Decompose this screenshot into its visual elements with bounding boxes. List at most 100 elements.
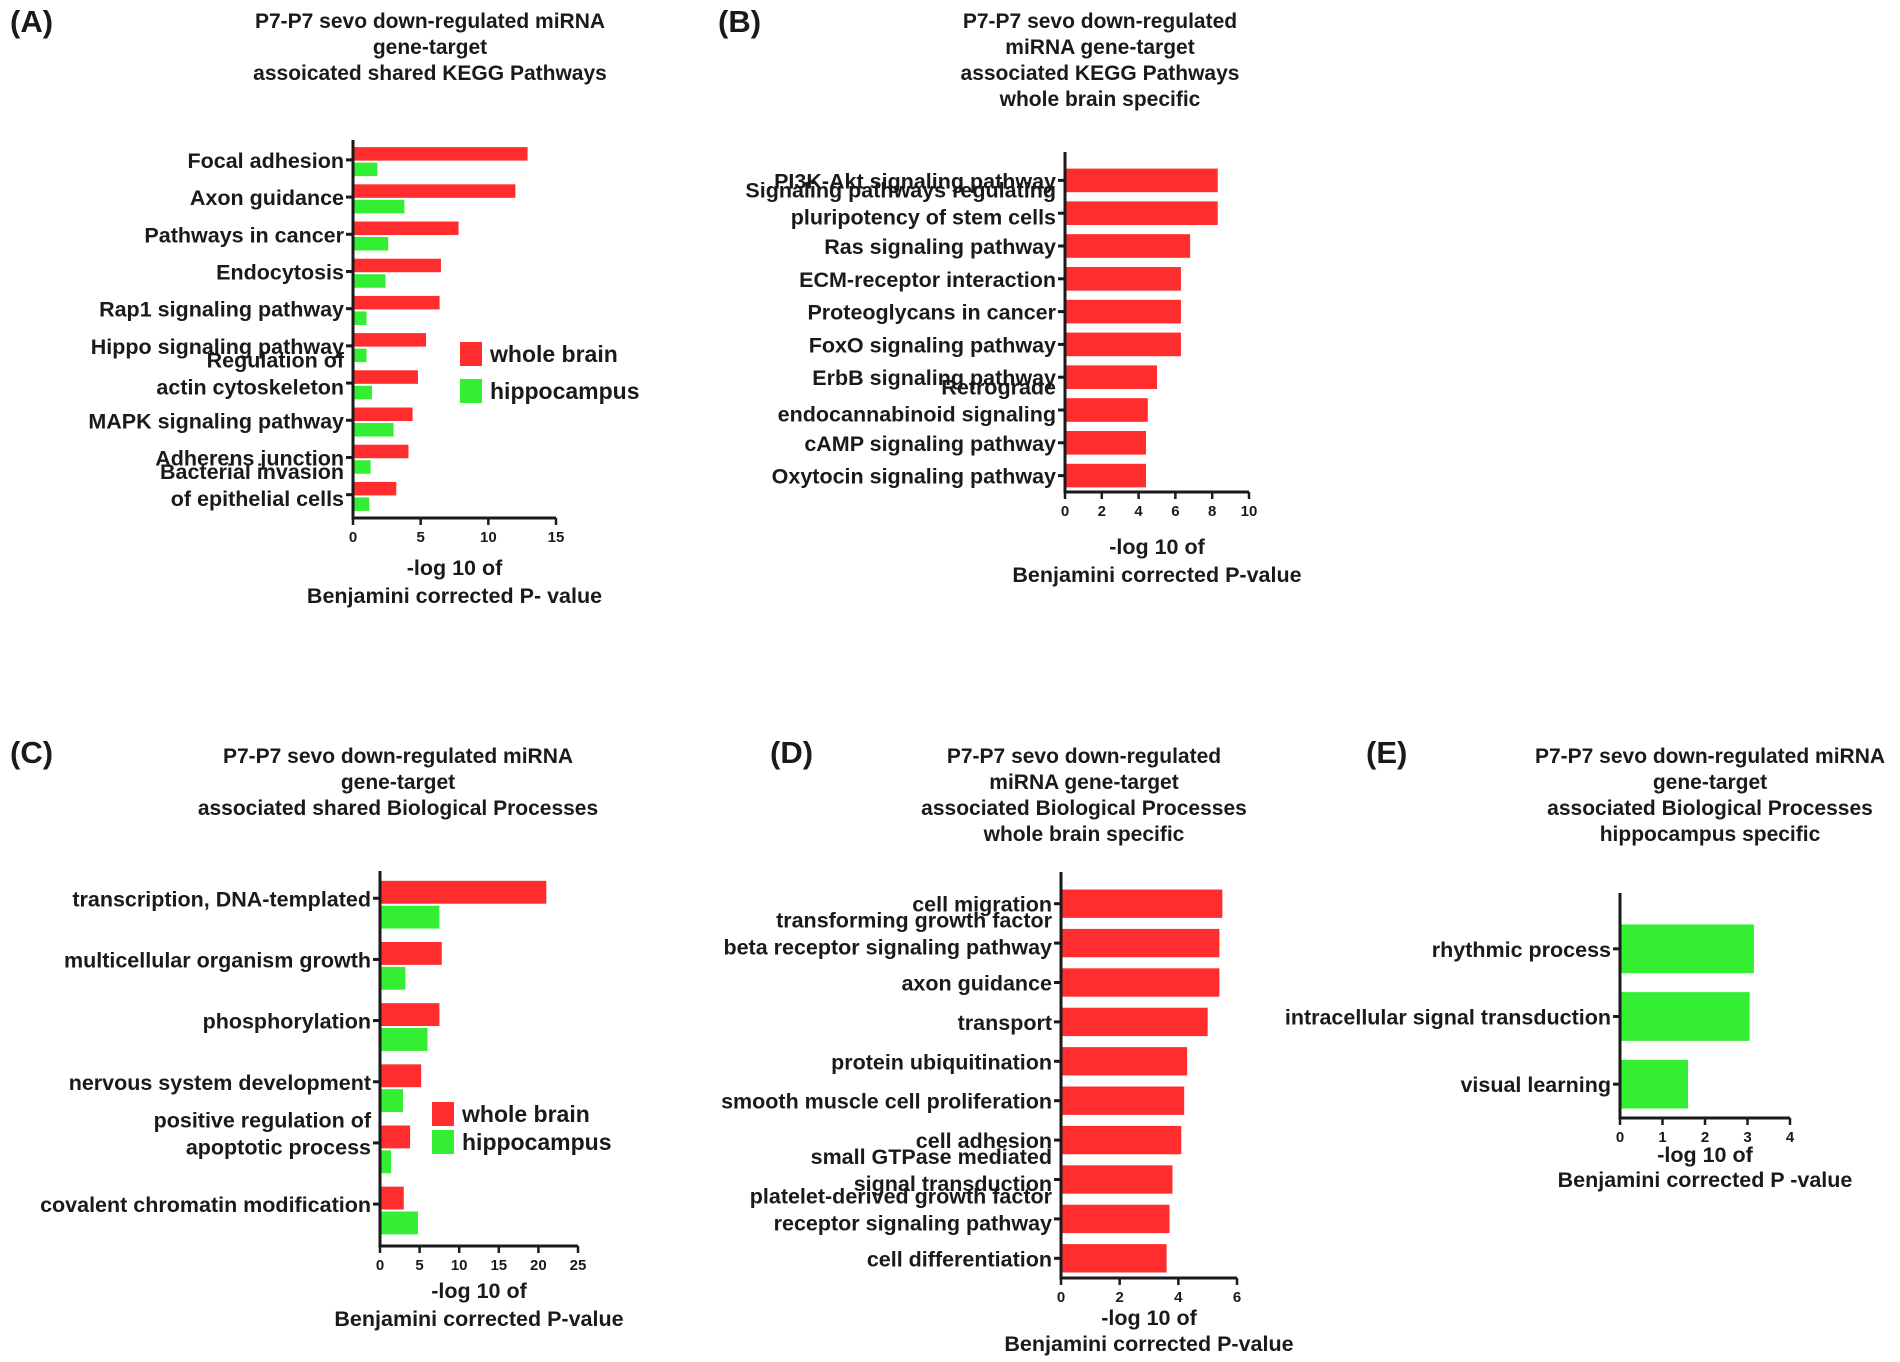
bar-whole-brain-1 <box>381 942 442 965</box>
category-label: cell adhesion <box>916 1129 1052 1153</box>
category-label: cAMP signaling pathway <box>804 432 1056 456</box>
x-tick-label: 0 <box>349 529 357 546</box>
category-label: actin cytoskeleton <box>156 376 344 400</box>
bar-whole-brain-0 <box>1062 889 1223 918</box>
bar-whole-brain-3 <box>381 1064 422 1088</box>
chart-title-line: gene-target <box>373 36 487 59</box>
bar-whole-brain-7 <box>1066 398 1148 422</box>
chart-title-line: P7-P7 sevo down-regulated miRNA <box>255 10 605 33</box>
panel-e: (E) P7-P7 sevo down-regulated miRNA gene-t… <box>1285 735 1885 1192</box>
category-label: transport <box>958 1011 1052 1035</box>
x-tick-label: 6 <box>1233 1289 1241 1306</box>
bar-whole-brain-0 <box>354 147 528 161</box>
category-label: receptor signaling pathway <box>774 1211 1052 1235</box>
x-tick-label: 8 <box>1208 503 1216 520</box>
x-axis-label: Benjamini corrected P-value <box>1004 1332 1293 1356</box>
x-tick-label: 0 <box>1057 1289 1065 1306</box>
chart-title-line: hippocampus specific <box>1600 823 1821 846</box>
x-tick-label: 10 <box>1241 503 1258 520</box>
x-tick-label: 1 <box>1658 1129 1666 1146</box>
bar-hippocampus-3 <box>354 274 386 288</box>
bar-whole-brain-4 <box>354 295 440 310</box>
bar-hippocampus-9 <box>354 497 370 511</box>
chart-title-line: miRNA gene-target <box>1005 36 1194 59</box>
x-tick-label: 2 <box>1701 1129 1709 1146</box>
x-axis-label: Benjamini corrected P -value <box>1558 1168 1853 1192</box>
panel-d: (D) P7-P7 sevo down-regulated miRNA gene-t… <box>721 735 1294 1356</box>
chart-title-line: gene-target <box>341 771 455 794</box>
legend-label: whole brain <box>489 341 618 367</box>
bar-whole-brain-0 <box>1066 168 1218 193</box>
chart-title-line: P7-P7 sevo down-regulated <box>947 745 1221 768</box>
bar-whole-brain-6 <box>354 370 418 384</box>
category-label: Proteoglycans in cancer <box>807 301 1056 325</box>
x-tick-label: 0 <box>1061 503 1069 520</box>
legend-label: whole brain <box>461 1101 590 1127</box>
bar-whole-brain-2 <box>381 1003 440 1027</box>
category-label: small GTPase mediated <box>811 1145 1052 1169</box>
bar-whole-brain-7 <box>354 407 413 422</box>
x-tick-label: 6 <box>1171 503 1179 520</box>
x-axis-label: -log 10 of <box>1101 1306 1197 1330</box>
category-label: axon guidance <box>901 972 1052 996</box>
bar-hippocampus-2 <box>381 1028 428 1051</box>
category-label: covalent chromatin modification <box>40 1193 371 1217</box>
category-label: smooth muscle cell proliferation <box>721 1090 1052 1114</box>
bar-whole-brain-4 <box>381 1125 411 1149</box>
chart-title-line: associated Biological Processes <box>921 797 1247 820</box>
bar-whole-brain-8 <box>1062 1204 1170 1234</box>
category-label: ErbB signaling pathway <box>812 366 1056 390</box>
category-label: Signaling pathways regulating <box>745 179 1056 203</box>
chart-title-line: miRNA gene-target <box>989 771 1178 794</box>
bar-hippocampus-6 <box>354 385 372 400</box>
bar-hippocampus-5 <box>354 348 367 363</box>
chart-title-line: whole brain specific <box>999 88 1201 111</box>
bar-whole-brain-2 <box>354 221 459 236</box>
x-tick-label: 15 <box>548 529 565 546</box>
x-axis-label: Benjamini corrected P- value <box>307 584 602 608</box>
bar-whole-brain-8 <box>354 444 409 459</box>
panel-c: (C) P7-P7 sevo down-regulated miRNA gene-t… <box>10 735 624 1331</box>
legend-label: hippocampus <box>490 378 640 404</box>
category-label: Focal adhesion <box>187 149 344 173</box>
legend-swatch <box>460 379 482 403</box>
x-tick-label: 15 <box>490 1257 507 1274</box>
bar-whole-brain-1 <box>354 184 516 198</box>
bar-whole-brain-5 <box>354 333 427 347</box>
bar-whole-brain-0 <box>381 880 547 904</box>
bar-whole-brain-9 <box>1066 463 1146 488</box>
category-label: Hippo signaling pathway <box>91 335 344 359</box>
bar-whole-brain-8 <box>1066 430 1146 455</box>
category-label: PI3K-Akt signaling pathway <box>774 169 1056 193</box>
x-tick-label: 2 <box>1115 1289 1123 1306</box>
category-label: Bacterial invasion <box>160 460 344 484</box>
bar-hippocampus-1 <box>354 199 405 214</box>
x-tick-label: 10 <box>451 1257 468 1274</box>
category-label: platelet-derived growth factor <box>750 1184 1053 1208</box>
x-tick-label: 4 <box>1134 503 1143 520</box>
category-label: protein ubiquitination <box>831 1050 1052 1074</box>
panel-b: (B) P7-P7 sevo down-regulated miRNA gene-t… <box>718 4 1302 587</box>
x-tick-label: 0 <box>1616 1129 1624 1146</box>
chart-title-line: associated Biological Processes <box>1547 797 1873 820</box>
panel-letter: (C) <box>10 735 53 770</box>
bar-whole-brain-7 <box>1062 1165 1173 1194</box>
bar-whole-brain-6 <box>1066 365 1157 390</box>
legend-swatch <box>460 342 482 366</box>
category-label: MAPK signaling pathway <box>88 409 344 433</box>
panel-letter: (E) <box>1366 735 1407 770</box>
bar-hippocampus-0 <box>381 905 440 929</box>
bar-whole-brain-3 <box>1062 1007 1208 1037</box>
category-label: Ras signaling pathway <box>824 235 1056 259</box>
category-label: visual learning <box>1460 1073 1611 1097</box>
x-tick-label: 4 <box>1174 1289 1183 1306</box>
legend-swatch <box>432 1102 454 1126</box>
bar-hippocampus-5 <box>381 1211 419 1235</box>
bar-hippocampus-3 <box>381 1089 403 1113</box>
category-label: multicellular organism growth <box>64 948 371 972</box>
chart-title-line: P7-P7 sevo down-regulated miRNA <box>223 745 573 768</box>
bar-whole-brain-9 <box>354 481 397 496</box>
bar-whole-brain-1 <box>1066 201 1218 226</box>
category-label: positive regulation of <box>154 1108 372 1132</box>
category-label: Axon guidance <box>190 186 344 210</box>
